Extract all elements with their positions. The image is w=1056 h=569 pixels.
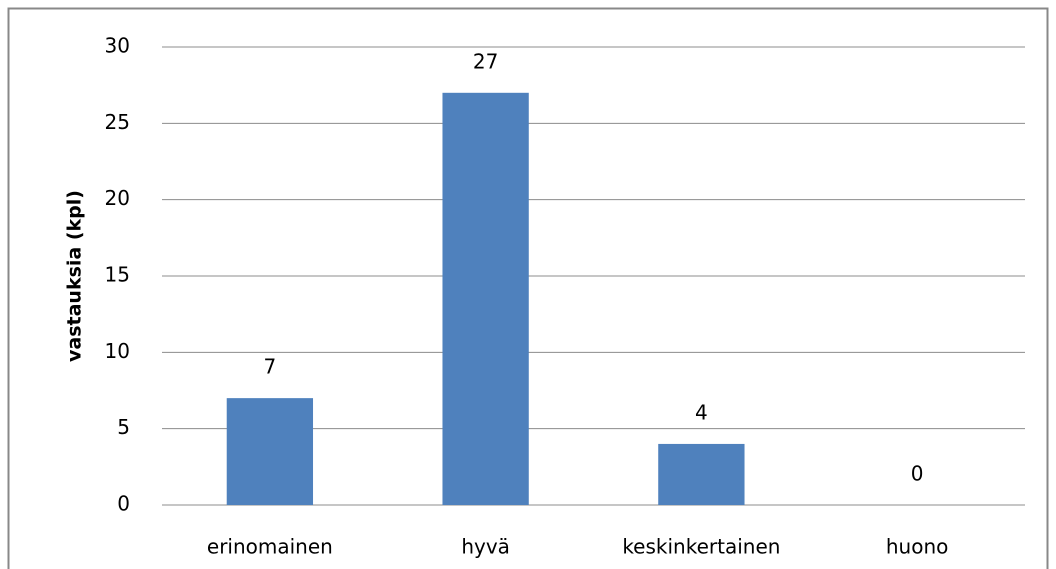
x-tick-label: erinomainen: [207, 535, 333, 559]
bar: [442, 92, 529, 506]
bar: [226, 398, 314, 505]
y-tick-label: 10: [105, 339, 130, 363]
data-label: 7: [264, 355, 277, 379]
y-tick-label: 0: [117, 492, 130, 516]
data-label: 27: [473, 49, 498, 73]
x-tick-label: huono: [886, 535, 949, 559]
y-tick-label: 5: [117, 415, 130, 439]
y-tick-label: 30: [105, 34, 130, 58]
y-axis-label: vastauksia (kpl): [64, 190, 86, 362]
x-tick-label: keskinkertainen: [622, 535, 780, 559]
y-tick-label: 20: [105, 186, 130, 210]
bar: [658, 443, 745, 505]
data-label: 0: [911, 462, 924, 486]
y-tick-label: 15: [105, 263, 130, 287]
data-label: 4: [695, 400, 708, 424]
x-tick-label: hyvä: [461, 535, 510, 559]
y-tick-label: 25: [105, 110, 130, 134]
